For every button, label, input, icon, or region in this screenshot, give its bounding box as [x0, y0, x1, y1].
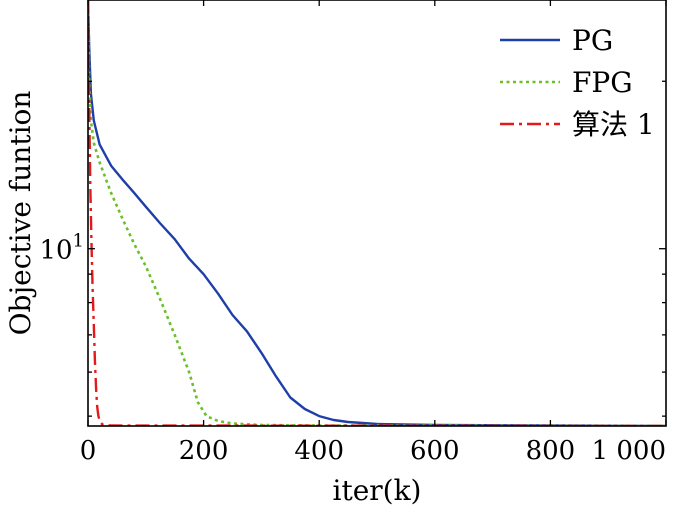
x-tick-label: 400 [294, 436, 344, 466]
series-line-2 [88, 0, 666, 426]
x-ticks: 0 200 400 600 800 1 000 [80, 0, 667, 466]
series-line-3 [88, 0, 666, 426]
x-tick-label: 0 [80, 436, 97, 466]
series-layer [88, 0, 666, 426]
plot-frame [87, 0, 667, 427]
x-tick-label: 200 [179, 436, 229, 466]
legend-label: 算法 1 [572, 108, 655, 141]
x-tick-label: 1 000 [592, 436, 666, 466]
y-tick-label: 101 [39, 231, 84, 266]
legend: PG FPG 算法 1 [500, 24, 655, 141]
legend-label: PG [572, 24, 613, 57]
y-tick-exponent: 1 [73, 231, 84, 252]
series-line-1 [88, 0, 666, 426]
x-tick-label: 600 [410, 436, 460, 466]
y-ticks: 101 [39, 80, 666, 417]
y-axis-label: Objective funtion [4, 91, 37, 336]
x-tick-label: 800 [526, 436, 576, 466]
legend-label: FPG [572, 66, 633, 99]
x-axis-label: iter(k) [333, 474, 422, 507]
